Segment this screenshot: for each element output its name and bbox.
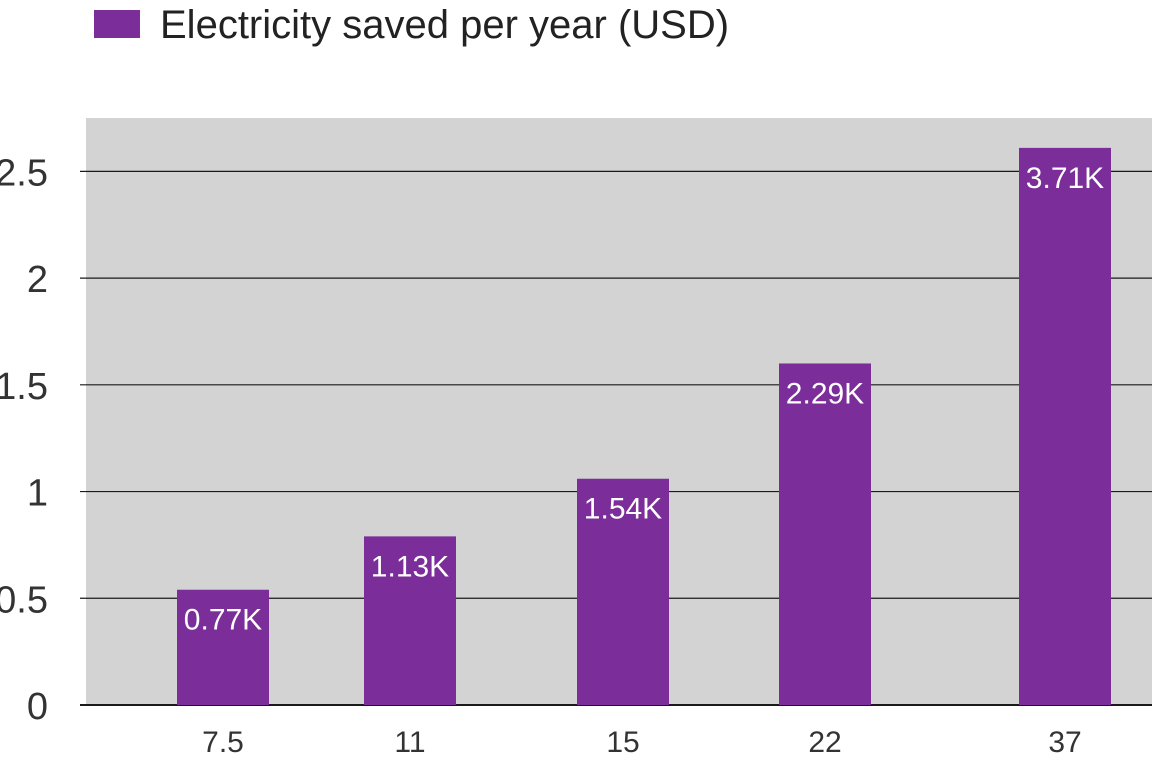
bar-data-label: 1.13K [371, 550, 449, 583]
bar-data-label: 1.54K [584, 493, 662, 526]
data-labels: 0.77K 1.13K 1.54K 2.29K 3.71K [184, 162, 1104, 637]
x-tick-label: 22 [808, 726, 841, 759]
x-tick-label: 15 [606, 726, 639, 759]
bars [177, 147, 1111, 705]
bar-data-label: 0.77K [184, 604, 262, 637]
bar [779, 363, 871, 705]
bar-data-label: 3.71K [1026, 162, 1104, 195]
legend-label: Electricity saved per year (USD) [160, 3, 729, 47]
y-tick-label: 2.5 [0, 152, 48, 194]
y-axis: 0 0.5 1 1.5 2 2.5 [0, 152, 48, 728]
bar-data-label: 2.29K [786, 377, 864, 410]
x-tick-label: 37 [1048, 726, 1081, 759]
x-axis: 7.5 11 15 22 37 [202, 726, 1082, 759]
bar [577, 478, 669, 705]
legend: Electricity saved per year (USD) [94, 3, 729, 47]
y-tick-label: 1.5 [0, 366, 48, 408]
y-tick-label: 1 [27, 473, 48, 515]
y-tick-label: 2 [27, 259, 48, 301]
x-tick-label: 7.5 [202, 726, 244, 759]
y-tick-label: 0.5 [0, 579, 48, 621]
y-tick-label: 0 [27, 686, 48, 728]
bar [364, 536, 456, 705]
bar [1019, 147, 1111, 705]
x-tick-label: 11 [394, 726, 425, 759]
legend-swatch [94, 10, 140, 38]
bar [177, 589, 269, 705]
